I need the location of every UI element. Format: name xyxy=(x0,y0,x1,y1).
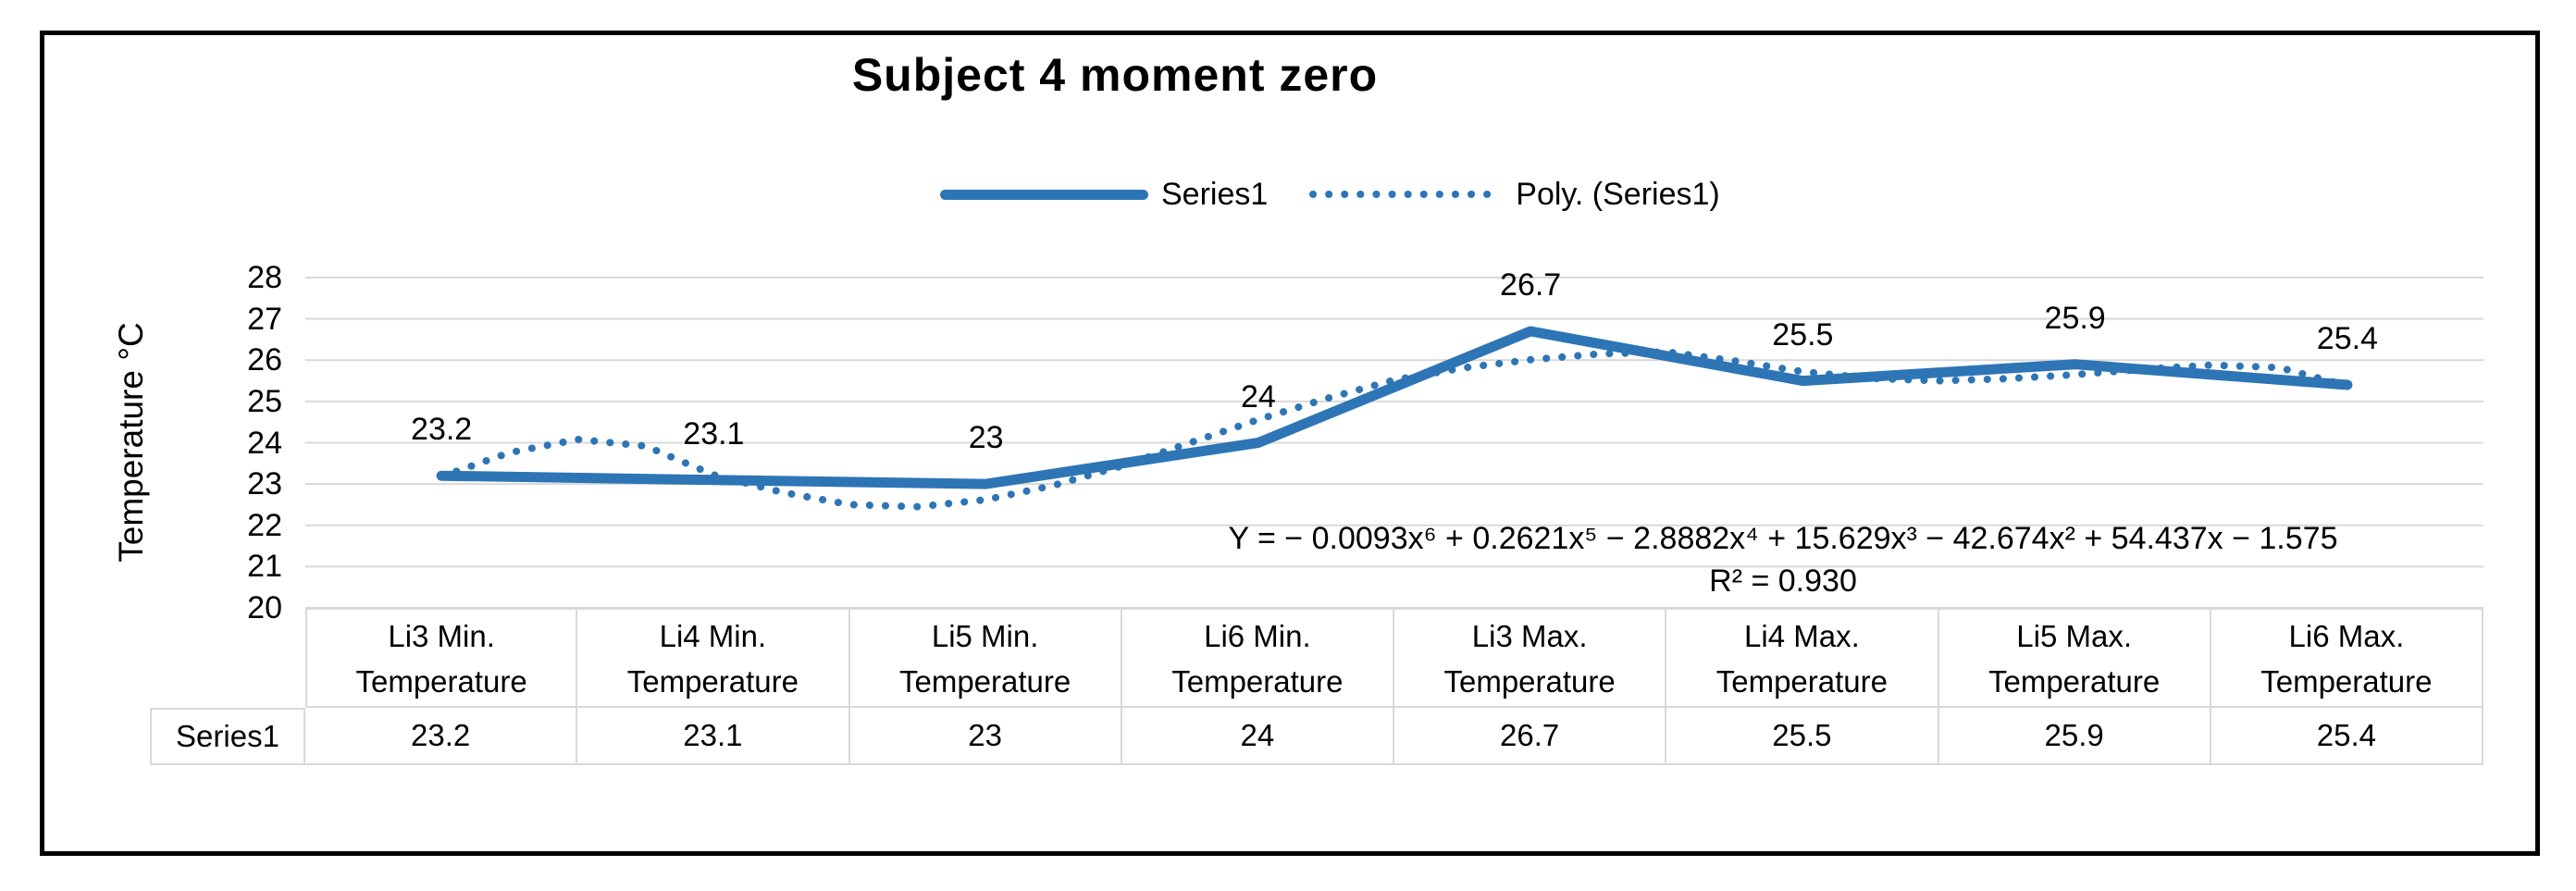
table-column-header: Li6 Min. Temperature xyxy=(1121,608,1394,708)
table-column-header: Li5 Min. Temperature xyxy=(849,608,1122,708)
legend-label-series1: Series1 xyxy=(1161,176,1269,212)
chart-title: Subject 4 moment zero xyxy=(851,49,1379,101)
table-cell: 24 xyxy=(1121,708,1394,765)
data-label-3: 23 xyxy=(968,420,1004,456)
series1-line-swatch-icon xyxy=(940,189,1148,200)
data-label-2: 23.1 xyxy=(683,415,745,452)
y-tick-25: 25 xyxy=(247,383,282,419)
table-row-header: Series1 xyxy=(150,708,305,765)
y-tick-24: 24 xyxy=(247,425,282,461)
table-column-header: Li4 Max. Temperature xyxy=(1666,608,1939,708)
table-column-header: Li3 Min. Temperature xyxy=(305,608,578,708)
table-cell: 23 xyxy=(849,708,1122,765)
trendline-r-squared: R² = 0.930 xyxy=(1709,563,1857,599)
table-cell: 23.1 xyxy=(577,708,850,765)
table-cell: 25.5 xyxy=(1666,708,1939,765)
y-tick-23: 23 xyxy=(247,466,282,502)
y-tick-28: 28 xyxy=(247,260,282,295)
data-table: Li3 Min. Temperature Li4 Min. Temperatur… xyxy=(150,608,2483,765)
table-cell: 26.7 xyxy=(1394,708,1667,765)
table-column-header: Li3 Max. Temperature xyxy=(1394,608,1667,708)
data-label-4: 24 xyxy=(1240,378,1276,415)
table-cell: 25.4 xyxy=(2211,708,2483,765)
data-label-5: 26.7 xyxy=(1500,267,1562,303)
table-cell: 25.9 xyxy=(1938,708,2211,765)
y-tick-21: 21 xyxy=(247,549,282,585)
data-label-6: 25.5 xyxy=(1772,316,1834,353)
y-tick-22: 22 xyxy=(247,507,282,543)
legend-label-poly: Poly. (Series1) xyxy=(1516,176,1720,212)
legend: Series1 Poly. (Series1) xyxy=(940,168,1720,220)
data-label-7: 25.9 xyxy=(2044,300,2106,336)
trendline-equation: Y = − 0.0093x⁶ + 0.2621x⁵ − 2.8882x⁴ + 1… xyxy=(1064,517,2502,602)
y-axis-title: Temperature °C xyxy=(112,322,150,563)
table-column-header: Li4 Min. Temperature xyxy=(577,608,850,708)
table-corner-spacer xyxy=(150,608,305,708)
y-tick-26: 26 xyxy=(247,342,282,378)
legend-item-poly: Poly. (Series1) xyxy=(1308,176,1720,213)
table-column-header: Li5 Max. Temperature xyxy=(1938,608,2211,708)
legend-item-series1: Series1 xyxy=(940,177,1268,213)
data-label-1: 23.2 xyxy=(411,412,473,448)
table-cell: 23.2 xyxy=(305,708,578,765)
y-tick-27: 27 xyxy=(247,301,282,337)
trendline-equation-text: Y = − 0.0093x⁶ + 0.2621x⁵ − 2.8882x⁴ + 1… xyxy=(1228,521,2338,556)
y-tick-20: 20 xyxy=(247,590,282,625)
data-label-8: 25.4 xyxy=(2316,321,2378,357)
table-column-header: Li6 Max. Temperature xyxy=(2211,608,2483,708)
poly-dotted-line-swatch-icon xyxy=(1309,191,1503,198)
